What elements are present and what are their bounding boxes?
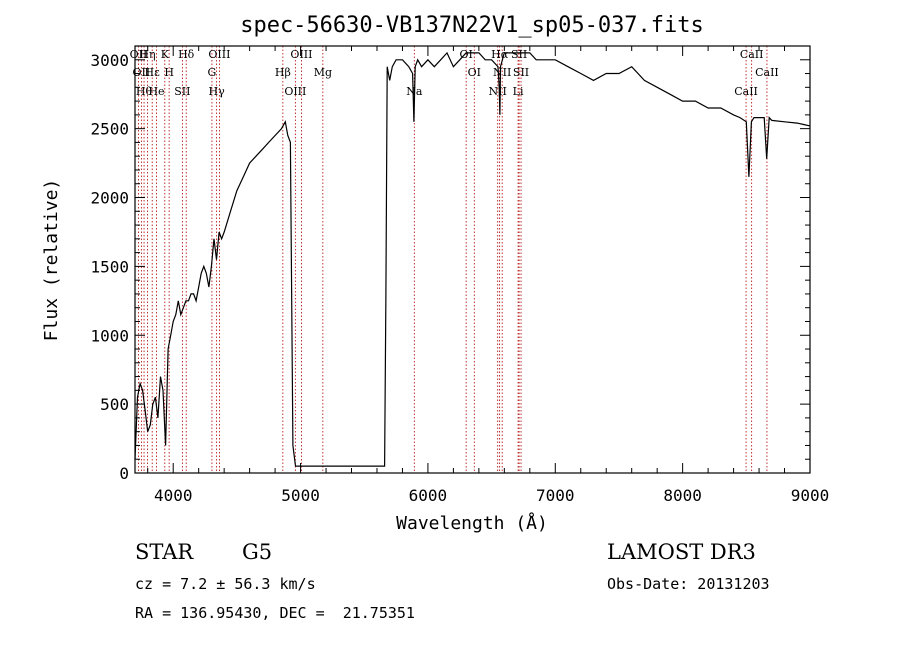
y-tick-label: 500 — [100, 395, 129, 414]
chart-title: spec-56630-VB137N22V1_sp05-037.fits — [240, 13, 704, 38]
spectral-line-label: CaII — [734, 85, 758, 98]
spectral-line-label: OIII — [208, 48, 230, 61]
spectral-line-label: G — [208, 66, 217, 79]
redshift-info: cz = 7.2 ± 56.3 km/s — [135, 575, 316, 593]
y-axis-ticks: 0 500 1000 1500 2000 2500 3000 — [90, 45, 810, 483]
spectral-line-label: Mg — [314, 66, 332, 79]
x-tick-label: 5000 — [281, 486, 320, 505]
x-axis-label: Wavelength (Å) — [396, 512, 548, 534]
line-markers — [138, 46, 768, 473]
x-tick-label: 8000 — [663, 486, 702, 505]
plot-frame — [134, 45, 811, 474]
survey-name: LAMOST DR3 — [607, 540, 756, 564]
observation-date: Obs-Date: 20131203 — [607, 575, 770, 593]
spectral-line-label: OII — [130, 48, 148, 61]
y-tick-label: 2000 — [90, 189, 129, 208]
y-tick-label: 2500 — [90, 120, 129, 139]
coordinates: RA = 136.95430, DEC = 21.75351 — [135, 604, 415, 622]
spectral-line-label: SII — [174, 85, 190, 98]
spectral-line-label: Hδ — [178, 48, 195, 61]
spectral-line-label: OI — [459, 48, 472, 61]
spectral-line-label: Hη — [139, 48, 155, 61]
spectral-line-label: OII — [133, 66, 151, 79]
spectrum-line — [134, 51, 811, 467]
spectral-line-label: OIII — [284, 85, 306, 98]
x-tick-label: 7000 — [536, 486, 575, 505]
spectral-line-label: CaII — [755, 66, 779, 79]
x-axis-ticks: 4000 5000 6000 7000 8000 9000 — [147, 46, 830, 505]
y-tick-label: 0 — [119, 464, 129, 483]
object-class: STAR — [135, 540, 194, 564]
y-tick-label: 3000 — [90, 51, 129, 70]
spectral-line-label: OI — [468, 66, 481, 79]
spectral-line-label: Hε — [145, 66, 161, 79]
spectral-line-label: Hγ — [209, 85, 226, 98]
spectral-line-label: Hθ — [136, 85, 153, 98]
spectral-line-label: CaII — [740, 48, 764, 61]
line-labels: OIIOIIHθHηHεHeKHSIIHδGHγOIIIHβOIIIOIIIMg… — [130, 48, 779, 98]
x-tick-label: 6000 — [409, 486, 448, 505]
object-subclass: G5 — [242, 540, 273, 564]
spectral-line-label: NII — [493, 66, 511, 79]
spectral-line-label: OIII — [290, 48, 312, 61]
y-tick-label: 1000 — [90, 326, 129, 345]
spectral-line-label: NII — [489, 85, 507, 98]
x-tick-label: 4000 — [154, 486, 193, 505]
y-tick-label: 1500 — [90, 257, 129, 276]
spectral-line-label: H — [164, 66, 174, 79]
spectral-line-label: Hα — [491, 48, 509, 61]
spectral-line-label: Hβ — [275, 66, 291, 79]
spectral-line-label: He — [148, 85, 164, 98]
x-tick-label: 9000 — [791, 486, 830, 505]
spectral-line-label: Li — [513, 85, 524, 98]
spectral-line-label: SII — [513, 66, 529, 79]
spectral-line-label: SII — [511, 48, 527, 61]
spectral-line-label: K — [161, 48, 170, 61]
y-axis-label: Flux (relative) — [41, 179, 62, 342]
